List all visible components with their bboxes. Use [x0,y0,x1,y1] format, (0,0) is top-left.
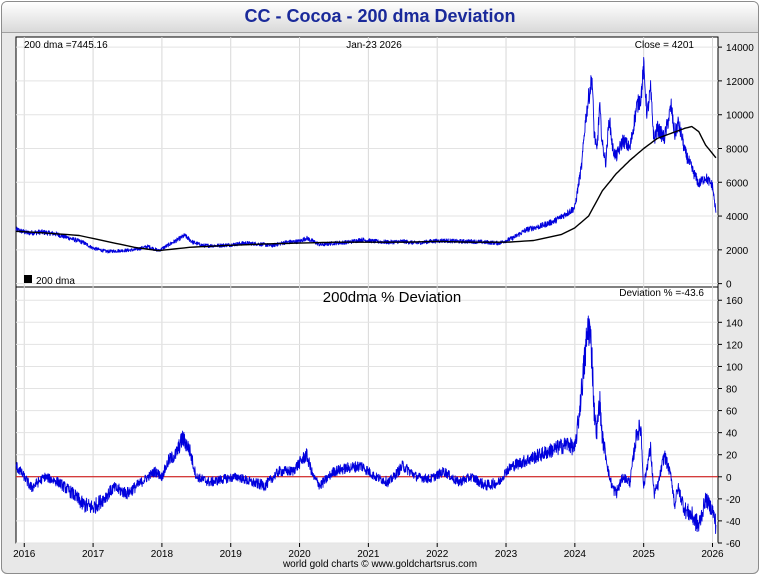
y-tick-label: -60 [726,539,741,550]
y-tick-label: 20 [726,451,738,462]
y-tick-label: 10000 [726,111,754,122]
y-tick-label: 80 [726,385,738,396]
x-tick-label: 2016 [13,549,36,560]
y-tick-label: 100 [726,362,743,373]
price-header-center: Jan-23 2026 [346,40,402,51]
legend-label: 200 dma [36,276,75,287]
y-tick-label: 40 [726,429,738,440]
x-tick-label: 2021 [357,549,380,560]
deviation-header-right: Deviation % =-43.6 [619,288,704,299]
x-tick-label: 2025 [633,549,656,560]
data-layer [15,57,718,534]
deviation-panel-frame [15,286,719,544]
series-line-deviation--panel-1 [15,315,717,534]
y-tick-label: 160 [726,296,743,307]
series-line-200-dma-panel-0 [15,125,717,252]
y-tick-label: 12000 [726,77,754,88]
x-tick-label: 2022 [426,549,449,560]
y-tick-label: 14000 [726,43,754,54]
x-tick-label: 2024 [564,549,587,560]
legend-swatch [24,275,32,283]
y-tick-label: 6000 [726,178,749,189]
y-tick-label: -40 [726,517,741,528]
x-tick-label: 2018 [151,549,174,560]
y-tick-label: 140 [726,318,743,329]
y-tick-label: 120 [726,340,743,351]
x-tick-label: 2023 [495,549,518,560]
y-tick-label: 60 [726,407,738,418]
x-tick-label: 2026 [701,549,724,560]
chart-title: CC - Cocoa - 200 dma Deviation [244,6,516,26]
price-header-right: Close = 4201 [635,40,695,51]
footer-credit: world gold charts © www.goldchartsrus.co… [282,559,478,570]
y-tick-label: 8000 [726,144,749,155]
price-panel-frame [15,36,719,288]
price-header-left: 200 dma =7445.16 [24,40,108,51]
deviation-title: 200dma % Deviation [323,289,461,306]
y-tick-label: -20 [726,495,741,506]
y-tick-label: 2000 [726,246,749,257]
x-tick-label: 2019 [220,549,243,560]
title-bar: CC - Cocoa - 200 dma Deviation [2,2,758,33]
series-line-close-panel-0 [15,57,717,254]
x-tick-label: 2020 [288,549,311,560]
y-tick-label: 0 [726,473,732,484]
y-tick-label: 0 [726,280,732,291]
x-tick-label: 2017 [82,549,105,560]
y-tick-label: 4000 [726,212,749,223]
